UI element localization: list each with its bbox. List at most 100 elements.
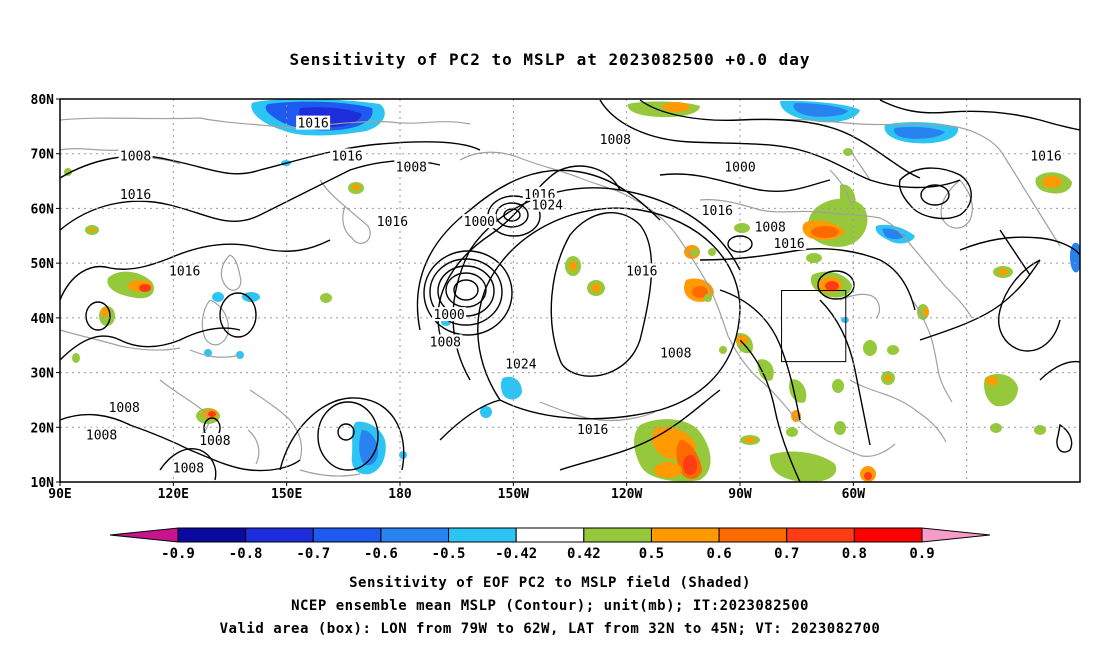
contour-label-bg bbox=[167, 263, 202, 278]
contour-label-bg bbox=[723, 159, 757, 174]
contour-label: 1000 bbox=[433, 308, 464, 323]
contour-label-bg bbox=[432, 307, 467, 322]
colorbar-label: -0.6 bbox=[364, 546, 398, 562]
contour-label: 1016 bbox=[1030, 149, 1061, 164]
contour-label-bg bbox=[118, 186, 153, 201]
contour-label-bg bbox=[658, 345, 693, 360]
colorbar-swatch bbox=[786, 527, 855, 543]
contour-label-bg bbox=[107, 400, 142, 415]
sensitivity-map: 1016100810161016100810081000101610161016… bbox=[31, 93, 1081, 562]
lon-tick-label: 120E bbox=[158, 487, 189, 502]
mslp-contours bbox=[60, 99, 1080, 482]
caption-contour: NCEP ensemble mean MSLP (Contour); unit(… bbox=[291, 598, 809, 614]
latitude-axis: 80N 70N 60N 50N 40N 30N 20N 10N bbox=[31, 93, 60, 491]
contour-label-bg bbox=[84, 427, 119, 442]
colorbar-label: -0.5 bbox=[432, 546, 466, 562]
lat-tick-label: 60N bbox=[31, 202, 55, 217]
caption-shading: Sensitivity of EOF PC2 to MSLP field (Sh… bbox=[349, 575, 751, 591]
contour-labels: 1016100810161016100810081000101610161016… bbox=[84, 115, 1063, 476]
colorbar-label: 0.6 bbox=[706, 546, 731, 562]
colorbar-label: 0.8 bbox=[842, 546, 867, 562]
colorbar-swatch bbox=[650, 527, 720, 543]
contour-label: 1000 bbox=[724, 160, 755, 175]
lat-tick-label: 50N bbox=[31, 257, 55, 272]
lat-tick-label: 80N bbox=[31, 93, 55, 108]
colorbar-label: -0.7 bbox=[296, 546, 330, 562]
contour-label: 1008 bbox=[109, 401, 140, 416]
colorbar-swatch bbox=[245, 527, 314, 543]
contour-label-bg bbox=[624, 263, 659, 278]
colorbar-swatch bbox=[312, 527, 382, 543]
lon-tick-label: 60W bbox=[842, 487, 866, 502]
colorbar-label: -0.42 bbox=[495, 546, 537, 562]
contour-label-bg bbox=[197, 432, 232, 447]
contour-label-bg bbox=[1029, 148, 1063, 163]
contour-label-bg bbox=[700, 203, 735, 218]
contour-label: 1008 bbox=[755, 221, 786, 236]
contour-label-bg bbox=[296, 115, 331, 130]
colorbar-label: 0.9 bbox=[909, 546, 934, 562]
contour-label-bg bbox=[753, 219, 788, 234]
contour-label: 1016 bbox=[626, 264, 657, 279]
contour-label: 1008 bbox=[430, 335, 461, 350]
lat-tick-label: 30N bbox=[31, 367, 55, 382]
contour-label-bg bbox=[772, 235, 807, 250]
colorbar-label: 0.42 bbox=[567, 546, 601, 562]
contour-label-bg bbox=[428, 334, 463, 349]
lat-tick-label: 40N bbox=[31, 312, 55, 327]
contour-label: 1024 bbox=[505, 357, 536, 372]
contour-label-bg bbox=[522, 186, 557, 201]
contour-label-bg bbox=[462, 214, 497, 229]
colorbar-label: 0.5 bbox=[639, 546, 664, 562]
lon-tick-label: 90W bbox=[728, 487, 752, 502]
contour-label-bg bbox=[171, 460, 206, 475]
contour-label: 1008 bbox=[120, 149, 151, 164]
chart-title: Sensitivity of PC2 to MSLP at 2023082500… bbox=[289, 50, 811, 69]
colorbar-swatch bbox=[515, 527, 585, 543]
contour-label: 1016 bbox=[331, 149, 362, 164]
contour-label: 1000 bbox=[464, 215, 495, 230]
contour-label: 1016 bbox=[120, 188, 151, 203]
colorbar-swatch bbox=[853, 527, 923, 543]
contour-label-bg bbox=[503, 356, 538, 371]
colorbar-swatch bbox=[583, 527, 652, 543]
coastlines bbox=[60, 117, 1061, 477]
colorbar-low-triangle bbox=[109, 527, 179, 543]
colorbar-label: -0.8 bbox=[229, 546, 263, 562]
contour-label: 1016 bbox=[577, 423, 608, 438]
contour-label: 1008 bbox=[396, 160, 427, 175]
colorbar: -0.9 -0.8 -0.7 -0.6 -0.5 -0.42 0.42 0.5 0.6 0.7 0.… bbox=[109, 527, 991, 562]
longitude-axis: 90E 120E 150E 180 150W 120W 90W 60W bbox=[48, 482, 865, 502]
contour-label: 1016 bbox=[297, 117, 328, 132]
contour-label: 1024 bbox=[532, 199, 563, 214]
contour-label: 1008 bbox=[173, 461, 204, 476]
contour-label: 1008 bbox=[600, 133, 631, 148]
contour-label: 1016 bbox=[773, 237, 804, 252]
colorbar-swatch bbox=[718, 527, 788, 543]
colorbar-high-triangle bbox=[921, 527, 991, 543]
contour-label-bg bbox=[375, 214, 410, 229]
colorbar-swatch bbox=[380, 527, 450, 543]
contour-label-bg bbox=[118, 148, 153, 163]
lon-tick-label: 180 bbox=[388, 487, 412, 502]
lon-tick-label: 90E bbox=[48, 487, 71, 502]
lat-tick-label: 10N bbox=[31, 476, 55, 491]
lat-lon-grid bbox=[60, 99, 1080, 482]
map-frame bbox=[59, 98, 1081, 483]
colorbar-label: -0.9 bbox=[161, 546, 195, 562]
contour-label: 1008 bbox=[86, 428, 117, 443]
contour-label-bg bbox=[330, 148, 365, 163]
contour-label-bg bbox=[575, 422, 610, 437]
contour-label: 1016 bbox=[377, 215, 408, 230]
contour-label-bg bbox=[394, 159, 429, 174]
lon-tick-label: 150W bbox=[498, 487, 529, 502]
positive-sensitivity-area bbox=[64, 101, 1072, 482]
contour-label-bg bbox=[598, 132, 633, 147]
contour-label: 1008 bbox=[199, 434, 230, 449]
sensitivity-shading bbox=[64, 99, 1080, 482]
colorbar-swatch bbox=[177, 527, 247, 543]
contour-label: 1016 bbox=[702, 204, 733, 219]
valid-area-box bbox=[781, 290, 847, 363]
colorbar-label: 0.7 bbox=[774, 546, 799, 562]
lat-tick-label: 20N bbox=[31, 421, 55, 436]
